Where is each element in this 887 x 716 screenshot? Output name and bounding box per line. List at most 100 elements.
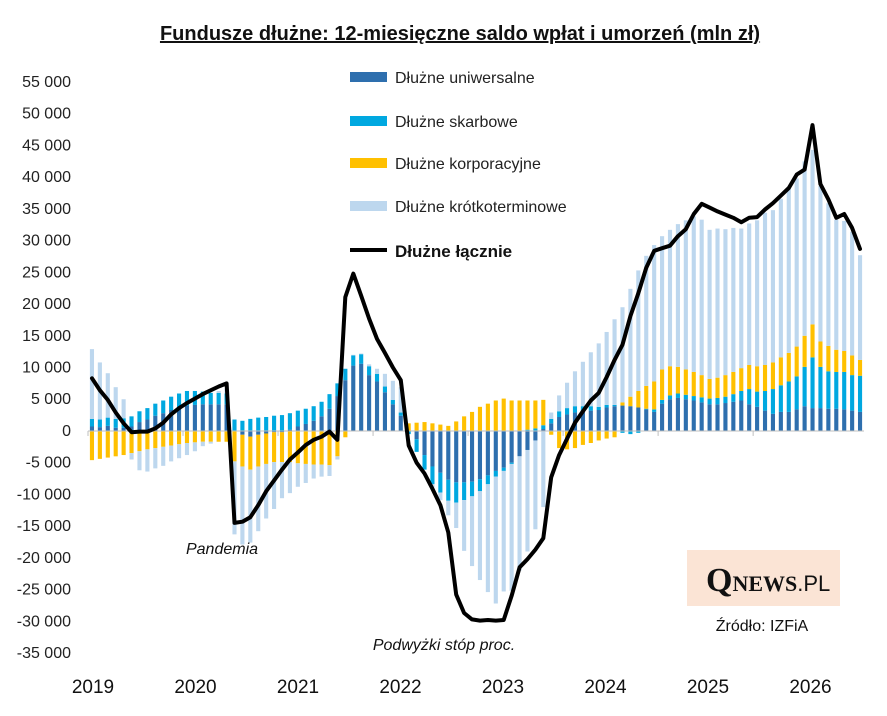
bar-skarbowe bbox=[374, 373, 380, 382]
bar-korporacyjne bbox=[287, 430, 292, 463]
total-line-layer bbox=[90, 123, 862, 623]
y-tick-label: -35 000 bbox=[17, 645, 71, 662]
legend-label-krotkoterminowe: Dłużne krótkoterminowe bbox=[395, 199, 567, 216]
bar-krotkoterminowe bbox=[121, 399, 126, 419]
bar-uniwersalne bbox=[97, 427, 102, 431]
bar-uniwersalne bbox=[454, 430, 459, 483]
bar-skarbowe bbox=[438, 472, 443, 493]
bar-uniwersalne bbox=[723, 403, 728, 431]
bar-uniwersalne bbox=[699, 402, 704, 431]
y-tick-label: 55 000 bbox=[22, 74, 71, 91]
bar-krotkoterminowe bbox=[850, 231, 855, 356]
bar-skarbowe bbox=[256, 417, 261, 431]
bar-korporacyjne bbox=[192, 430, 197, 443]
bar-uniwersalne bbox=[287, 429, 292, 431]
bar-korporacyjne bbox=[683, 369, 688, 395]
bar-korporacyjne bbox=[469, 411, 475, 431]
bar-skarbowe bbox=[667, 395, 673, 400]
bar-korporacyjne bbox=[89, 430, 95, 461]
bar-krotkoterminowe bbox=[248, 469, 253, 543]
bar-skarbowe bbox=[652, 409, 657, 412]
bar-krotkoterminowe bbox=[303, 463, 308, 483]
bar-uniwersalne bbox=[794, 409, 799, 431]
bar-krotkoterminowe bbox=[501, 470, 506, 592]
bar-skarbowe bbox=[525, 429, 530, 431]
bar-skarbowe bbox=[660, 399, 665, 404]
bar-skarbowe bbox=[335, 383, 340, 397]
bar-korporacyjne bbox=[699, 375, 704, 398]
bar-skarbowe bbox=[422, 455, 427, 470]
bar-krotkoterminowe bbox=[272, 462, 277, 509]
bar-krotkoterminowe bbox=[580, 361, 585, 407]
bar-korporacyjne bbox=[319, 430, 324, 465]
bar-skarbowe bbox=[533, 428, 538, 431]
bar-krotkoterminowe bbox=[596, 343, 601, 407]
bar-skarbowe bbox=[826, 371, 831, 409]
bar-krotkoterminowe bbox=[826, 203, 831, 346]
bar-krotkoterminowe bbox=[192, 442, 197, 452]
bar-krotkoterminowe bbox=[208, 441, 213, 444]
bar-skarbowe bbox=[541, 425, 546, 430]
bar-skarbowe bbox=[715, 397, 720, 405]
bar-korporacyjne bbox=[264, 433, 269, 464]
bar-uniwersalne bbox=[113, 427, 118, 431]
bar-krotkoterminowe bbox=[628, 288, 633, 397]
bar-skarbowe bbox=[248, 418, 253, 431]
bar-uniwersalne bbox=[319, 416, 324, 431]
bar-skarbowe bbox=[731, 394, 736, 402]
bar-korporacyjne bbox=[786, 352, 791, 382]
bar-krotkoterminowe bbox=[161, 446, 166, 466]
bar-uniwersalne bbox=[359, 363, 364, 431]
bar-korporacyjne bbox=[857, 359, 863, 376]
legend-label-uniwersalne: Dłużne uniwersalne bbox=[395, 70, 535, 87]
bar-krotkoterminowe bbox=[398, 387, 403, 413]
bar-korporacyjne bbox=[612, 430, 617, 438]
bar-krotkoterminowe bbox=[644, 255, 649, 386]
x-tick-label: 2021 bbox=[277, 677, 319, 698]
y-tick-label: 10 000 bbox=[22, 360, 71, 377]
bar-korporacyjne bbox=[224, 430, 229, 442]
bar-korporacyjne bbox=[834, 349, 839, 372]
bar-krotkoterminowe bbox=[382, 373, 387, 387]
bar-skarbowe bbox=[707, 398, 712, 405]
bar-uniwersalne bbox=[612, 406, 617, 431]
bar-korporacyjne bbox=[232, 430, 237, 462]
y-tick-label: -20 000 bbox=[17, 550, 71, 567]
bar-krotkoterminowe bbox=[351, 354, 356, 356]
bar-korporacyjne bbox=[628, 396, 633, 407]
x-tick-label: 2022 bbox=[379, 677, 421, 698]
bar-korporacyjne bbox=[446, 425, 451, 431]
bar-skarbowe bbox=[834, 371, 839, 409]
bar-krotkoterminowe bbox=[89, 349, 95, 419]
y-tick-label: 40 000 bbox=[22, 169, 71, 186]
bar-uniwersalne bbox=[850, 410, 855, 431]
bar-skarbowe bbox=[636, 430, 641, 433]
bar-uniwersalne bbox=[707, 404, 712, 431]
bar-krotkoterminowe bbox=[810, 149, 815, 325]
bar-skarbowe bbox=[129, 416, 134, 427]
y-tick-label: -10 000 bbox=[17, 486, 71, 503]
bar-skarbowe bbox=[327, 394, 332, 409]
bar-uniwersalne bbox=[153, 415, 158, 431]
bar-uniwersalne bbox=[382, 392, 387, 431]
bar-korporacyjne bbox=[675, 366, 680, 394]
bar-uniwersalne bbox=[770, 413, 775, 431]
bar-korporacyjne bbox=[794, 346, 799, 377]
bar-skarbowe bbox=[572, 406, 578, 413]
bar-korporacyjne bbox=[438, 424, 443, 431]
bar-krotkoterminowe bbox=[675, 224, 680, 367]
bar-krotkoterminowe bbox=[762, 212, 768, 365]
bar-uniwersalne bbox=[493, 430, 498, 471]
bar-uniwersalne bbox=[192, 404, 197, 431]
bar-uniwersalne bbox=[105, 425, 110, 431]
bar-krotkoterminowe bbox=[137, 451, 142, 471]
bar-skarbowe bbox=[683, 394, 688, 400]
bar-krotkoterminowe bbox=[295, 463, 300, 487]
y-tick-label: 25 000 bbox=[22, 264, 71, 281]
y-tick-label: 5 000 bbox=[31, 391, 71, 408]
bar-krotkoterminowe bbox=[818, 186, 823, 342]
bar-korporacyjne bbox=[335, 430, 340, 457]
x-axis: 2019 2020 2021 2022 2023 2024 2025 2026 bbox=[72, 430, 832, 698]
bar-uniwersalne bbox=[343, 380, 348, 431]
